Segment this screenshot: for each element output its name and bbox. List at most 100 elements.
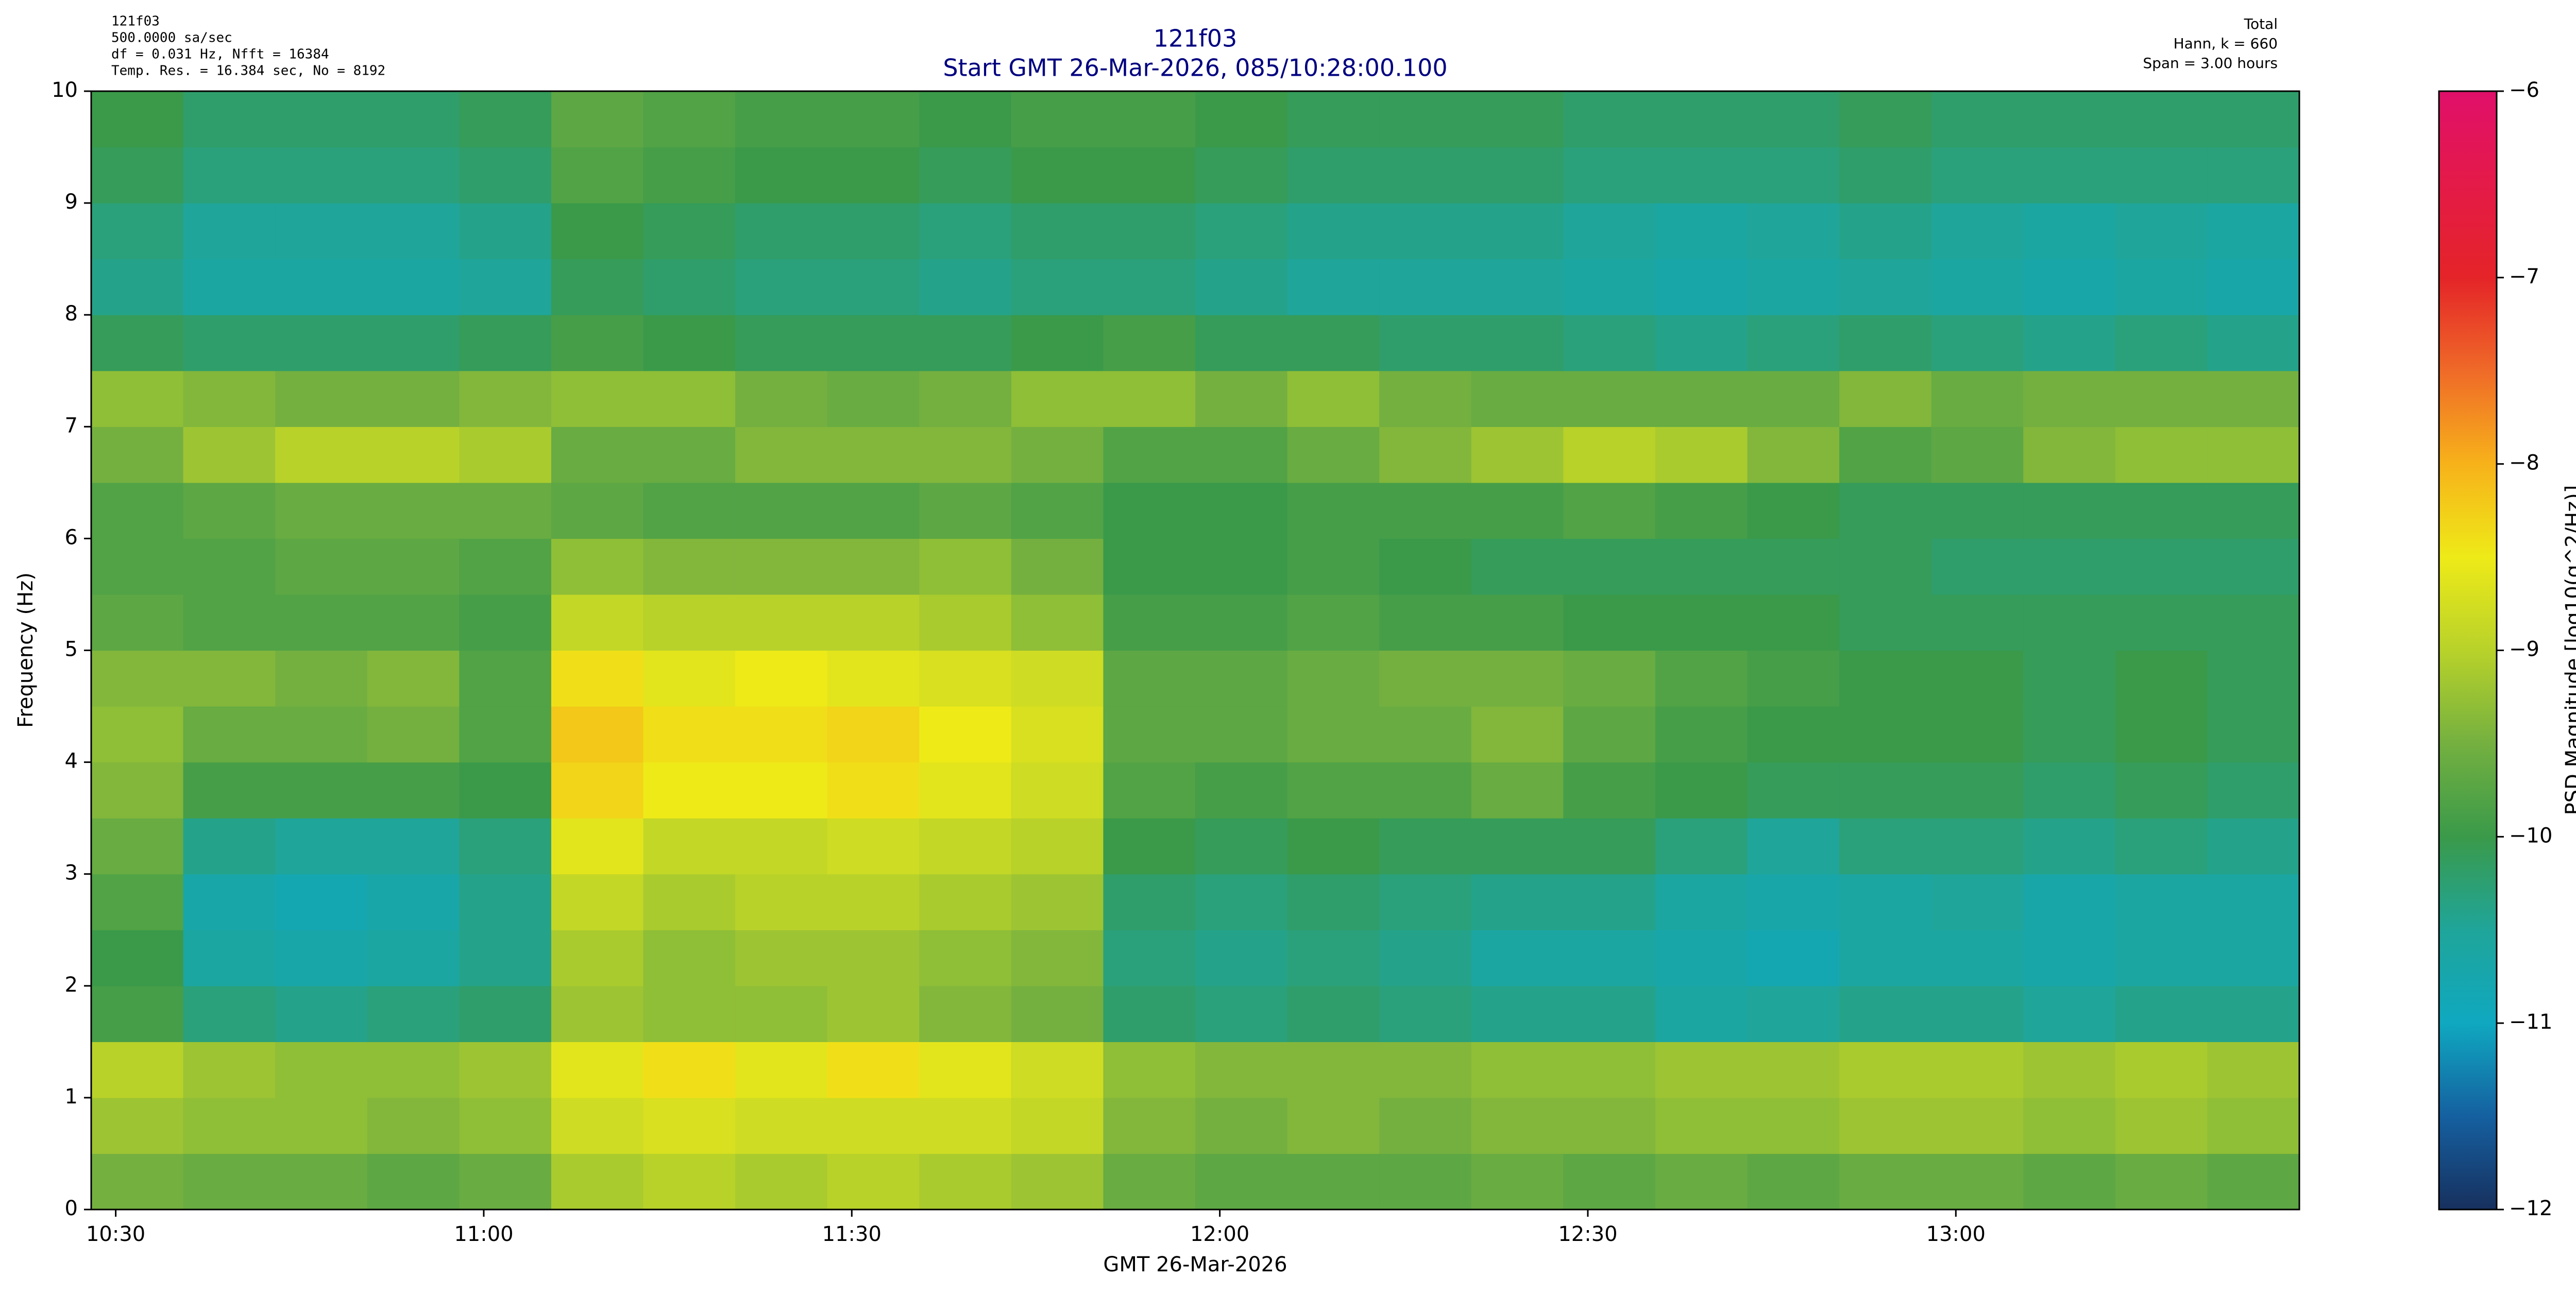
heatmap-cell bbox=[735, 259, 828, 315]
heatmap-cell bbox=[1747, 1153, 1840, 1210]
heatmap-cell bbox=[1195, 1097, 1288, 1154]
heatmap-cell bbox=[275, 818, 368, 875]
heatmap-cell bbox=[1195, 650, 1288, 707]
heatmap-cell bbox=[1011, 985, 1104, 1042]
heatmap-cell bbox=[1011, 203, 1104, 260]
heatmap-cell bbox=[735, 650, 828, 707]
heatmap-cell bbox=[1931, 650, 2024, 707]
y-tick-label: 9 bbox=[65, 190, 78, 214]
heatmap-cell bbox=[1747, 594, 1840, 651]
heatmap-cell bbox=[1379, 482, 1472, 539]
heatmap-cell bbox=[1379, 985, 1472, 1042]
heatmap-cell bbox=[367, 706, 460, 763]
heatmap-cell bbox=[1655, 930, 1748, 986]
heatmap-cell bbox=[1563, 482, 1656, 539]
heatmap-cell bbox=[1379, 1153, 1472, 1210]
heatmap-cell bbox=[1747, 762, 1840, 819]
info-text: df = 0.031 Hz, Nfft = 16384 bbox=[111, 47, 329, 62]
heatmap-cell bbox=[1931, 706, 2024, 763]
heatmap-cell bbox=[2023, 370, 2116, 427]
heatmap-cell bbox=[2023, 427, 2116, 483]
heatmap-cell bbox=[2207, 203, 2300, 260]
heatmap-cell bbox=[91, 370, 184, 427]
heatmap-cell bbox=[551, 1153, 644, 1210]
heatmap-cell bbox=[1287, 538, 1380, 595]
heatmap-cell bbox=[643, 203, 736, 260]
heatmap-cell bbox=[1839, 91, 1932, 148]
heatmap-cell bbox=[1931, 427, 2024, 483]
heatmap-cell bbox=[919, 985, 1012, 1042]
heatmap-cell bbox=[1931, 1097, 2024, 1154]
heatmap-cell bbox=[1839, 985, 1932, 1042]
heatmap-cell bbox=[551, 370, 644, 427]
heatmap-cell bbox=[367, 1097, 460, 1154]
heatmap-cell bbox=[183, 147, 276, 203]
heatmap-cell bbox=[1839, 203, 1932, 260]
heatmap-cell bbox=[1655, 1153, 1748, 1210]
heatmap-cell bbox=[1839, 930, 1932, 986]
heatmap-cell bbox=[1011, 427, 1104, 483]
heatmap-cell bbox=[1655, 818, 1748, 875]
heatmap-cell bbox=[1103, 762, 1196, 819]
heatmap-cell bbox=[91, 930, 184, 986]
heatmap-cell bbox=[1655, 370, 1748, 427]
heatmap-cell bbox=[827, 203, 920, 260]
heatmap-cell bbox=[459, 427, 552, 483]
heatmap-cell bbox=[275, 427, 368, 483]
heatmap-cell bbox=[551, 91, 644, 148]
heatmap-cell bbox=[1839, 1097, 1932, 1154]
heatmap-cell bbox=[1655, 1097, 1748, 1154]
heatmap-cell bbox=[275, 762, 368, 819]
heatmap-cell bbox=[1931, 203, 2024, 260]
heatmap-cell bbox=[735, 370, 828, 427]
heatmap-cell bbox=[1471, 427, 1564, 483]
heatmap-cell bbox=[919, 1097, 1012, 1154]
heatmap-cell bbox=[1379, 538, 1472, 595]
heatmap-cell bbox=[2207, 1153, 2300, 1210]
heatmap-cell bbox=[1655, 650, 1748, 707]
heatmap-cell bbox=[275, 706, 368, 763]
heatmap-cell bbox=[2115, 259, 2208, 315]
heatmap-cells bbox=[91, 91, 2300, 1210]
heatmap-cell bbox=[1747, 706, 1840, 763]
heatmap-cell bbox=[91, 259, 184, 315]
heatmap-cell bbox=[1011, 370, 1104, 427]
heatmap-cell bbox=[275, 538, 368, 595]
heatmap-cell bbox=[919, 203, 1012, 260]
heatmap-cell bbox=[459, 930, 552, 986]
heatmap-cell bbox=[459, 91, 552, 148]
heatmap-cell bbox=[1103, 203, 1196, 260]
heatmap-cell bbox=[735, 203, 828, 260]
heatmap-cell bbox=[827, 1153, 920, 1210]
heatmap-cell bbox=[1287, 650, 1380, 707]
heatmap-cell bbox=[1103, 1097, 1196, 1154]
chart-title: 121f03 bbox=[1154, 25, 1238, 53]
heatmap-cell bbox=[1379, 427, 1472, 483]
heatmap-cell bbox=[1839, 706, 1932, 763]
heatmap-cell bbox=[1195, 985, 1288, 1042]
heatmap-cell bbox=[1471, 203, 1564, 260]
heatmap-cell bbox=[1563, 315, 1656, 371]
heatmap-cell bbox=[275, 1097, 368, 1154]
heatmap-cell bbox=[459, 650, 552, 707]
heatmap-cell bbox=[1839, 538, 1932, 595]
heatmap-cell bbox=[1195, 1153, 1288, 1210]
heatmap-cell bbox=[551, 930, 644, 986]
heatmap-cell bbox=[1011, 930, 1104, 986]
y-tick-label: 4 bbox=[65, 750, 78, 773]
heatmap-cell bbox=[1011, 1097, 1104, 1154]
heatmap-cell bbox=[275, 1153, 368, 1210]
heatmap-cell bbox=[1379, 874, 1472, 930]
heatmap-cell bbox=[827, 706, 920, 763]
heatmap-cell bbox=[827, 985, 920, 1042]
heatmap-cell bbox=[91, 482, 184, 539]
heatmap-cell bbox=[643, 762, 736, 819]
heatmap-cell bbox=[1747, 874, 1840, 930]
heatmap-cell bbox=[1839, 650, 1932, 707]
heatmap-cell bbox=[1103, 985, 1196, 1042]
heatmap-cell bbox=[735, 818, 828, 875]
heatmap-cell bbox=[91, 874, 184, 930]
heatmap-cell bbox=[2207, 370, 2300, 427]
heatmap-cell bbox=[1563, 818, 1656, 875]
